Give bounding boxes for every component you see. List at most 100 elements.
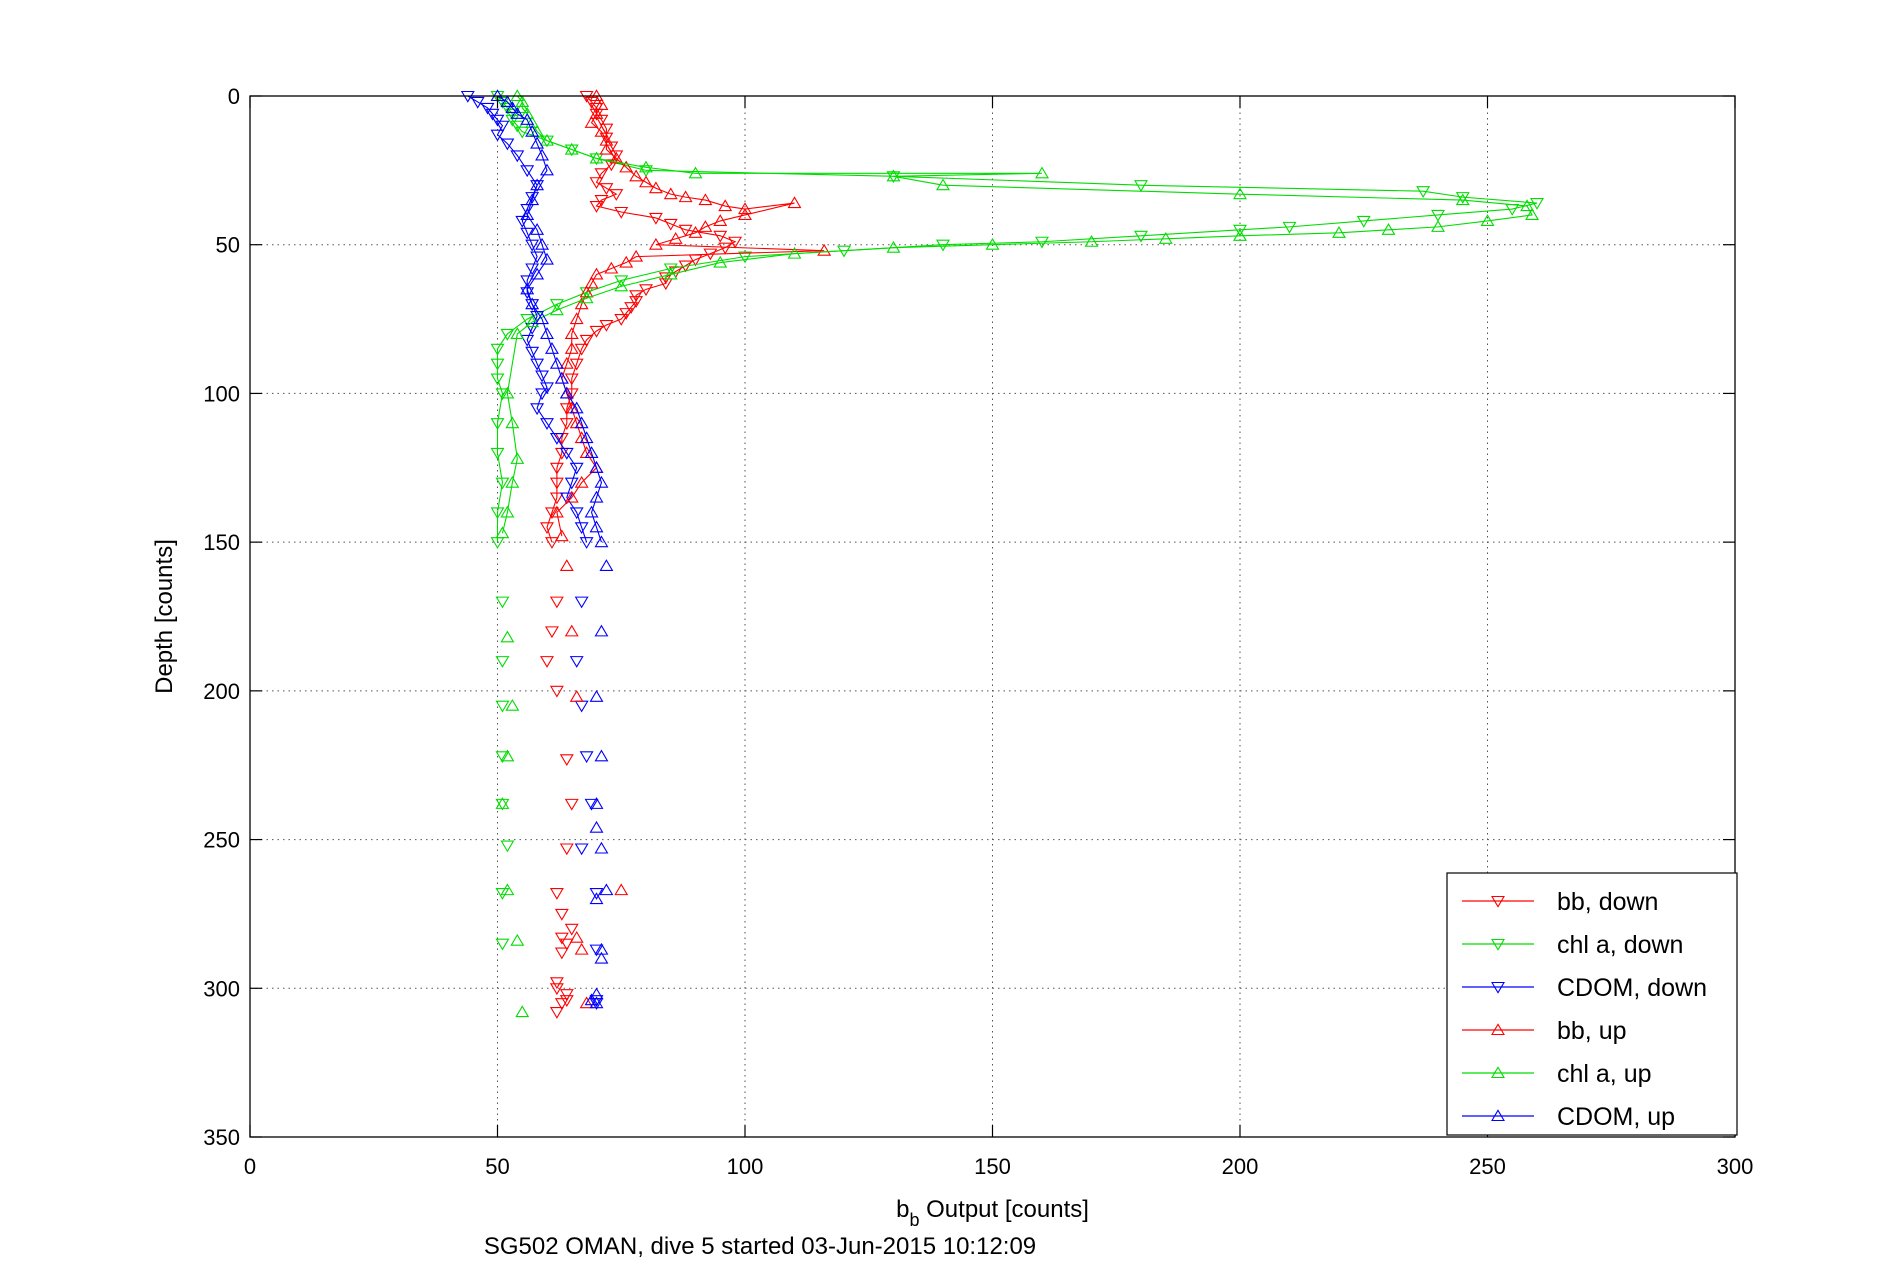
data-point xyxy=(540,133,554,146)
data-point xyxy=(574,942,589,955)
data-point xyxy=(515,95,530,107)
data-point xyxy=(500,749,515,762)
data-point xyxy=(520,113,535,125)
data-point xyxy=(540,418,554,430)
legend-marker xyxy=(1491,981,1505,994)
data-point xyxy=(544,537,559,549)
data-point xyxy=(579,291,594,304)
data-point xyxy=(540,327,554,339)
data-point xyxy=(584,798,599,811)
data-point xyxy=(520,107,535,119)
figure-caption: SG502 OMAN, dive 5 started 03-Jun-2015 1… xyxy=(484,1233,1036,1260)
data-point xyxy=(525,192,540,204)
data-point xyxy=(564,477,579,490)
data-point xyxy=(559,447,574,460)
x-tick-label: 0 xyxy=(244,1154,256,1179)
data-point xyxy=(639,284,653,297)
data-point xyxy=(698,220,713,232)
data-point xyxy=(559,492,574,505)
x-axis-label-text: bb Output [counts] xyxy=(896,1196,1089,1230)
data-point xyxy=(609,151,624,164)
data-point xyxy=(1525,208,1540,221)
data-point xyxy=(594,124,609,137)
data-point xyxy=(589,267,604,280)
data-point xyxy=(584,505,599,518)
data-point xyxy=(490,418,505,430)
data-point xyxy=(530,223,545,235)
data-point xyxy=(485,108,500,121)
data-point xyxy=(495,700,510,713)
data-point xyxy=(549,977,564,990)
data-point xyxy=(574,522,589,535)
data-point xyxy=(579,431,594,444)
x-tick-label: 200 xyxy=(1222,1154,1259,1179)
data-point xyxy=(510,327,525,339)
data-point xyxy=(678,224,693,237)
x-tick-label: 250 xyxy=(1469,1154,1506,1179)
data-point xyxy=(629,290,644,303)
data-point xyxy=(544,507,559,520)
data-point xyxy=(559,403,574,416)
data-point xyxy=(817,243,832,256)
data-point xyxy=(936,239,950,252)
data-point xyxy=(599,319,614,332)
data-point xyxy=(629,249,644,262)
data-point xyxy=(505,114,520,127)
x-axis-label: bb Output [counts] xyxy=(896,1196,1089,1230)
data-point xyxy=(495,388,510,401)
series-2 xyxy=(460,90,604,1010)
data-point xyxy=(589,325,604,338)
data-point xyxy=(495,888,510,900)
data-point xyxy=(787,196,802,209)
data-point xyxy=(500,102,515,115)
data-point xyxy=(619,255,634,268)
data-point xyxy=(515,101,530,113)
data-point xyxy=(544,626,559,639)
data-point xyxy=(1431,220,1445,232)
data-point xyxy=(614,279,629,292)
data-point xyxy=(525,115,540,128)
data-point xyxy=(574,475,589,488)
data-point xyxy=(599,142,614,155)
legend-label: chl a, up xyxy=(1557,1060,1652,1088)
data-point xyxy=(535,148,550,161)
data-point xyxy=(584,993,599,1006)
legend-item: chl a, down xyxy=(1462,931,1683,959)
data-point xyxy=(579,334,594,347)
y-tick-label: 350 xyxy=(203,1125,240,1150)
data-point xyxy=(490,358,505,371)
x-tick-label: 100 xyxy=(727,1154,764,1179)
data-point xyxy=(515,215,530,228)
data-point xyxy=(589,107,604,119)
data-point xyxy=(530,178,545,191)
data-point xyxy=(540,163,554,176)
y-tick-label: 100 xyxy=(203,381,240,406)
data-point xyxy=(599,132,614,145)
data-point xyxy=(549,596,564,609)
data-point xyxy=(738,208,752,221)
legend-label: bb, down xyxy=(1557,888,1658,916)
data-point xyxy=(604,261,619,274)
data-point xyxy=(549,492,564,505)
data-point xyxy=(505,416,520,429)
data-point xyxy=(490,129,505,142)
data-point xyxy=(614,314,629,326)
data-point xyxy=(713,214,728,226)
data-point xyxy=(549,505,564,518)
data-point xyxy=(584,276,599,289)
data-point xyxy=(564,923,579,936)
data-point xyxy=(886,169,901,182)
data-point xyxy=(495,797,510,809)
data-point xyxy=(1158,231,1173,244)
data-point xyxy=(520,208,535,221)
legend-label: bb, up xyxy=(1557,1017,1627,1045)
data-point xyxy=(639,175,653,188)
data-point xyxy=(663,267,678,280)
data-point xyxy=(559,559,574,571)
data-point xyxy=(495,477,510,490)
legend-label: CDOM, up xyxy=(1557,1103,1675,1131)
data-point xyxy=(515,126,530,139)
data-point xyxy=(559,754,574,767)
data-point xyxy=(490,114,505,127)
data-point xyxy=(584,115,599,128)
